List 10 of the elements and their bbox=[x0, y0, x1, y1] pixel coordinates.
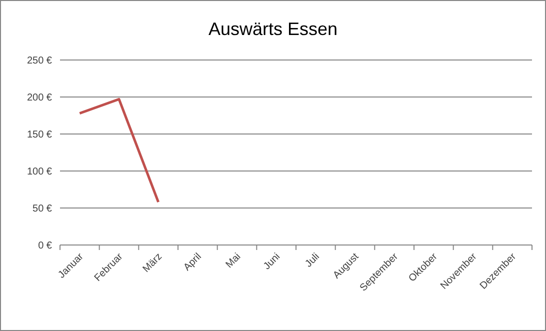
y-tick-label: 250 € bbox=[26, 56, 52, 66]
x-tick-label: Juni bbox=[262, 251, 282, 272]
x-tick-label: Mai bbox=[224, 251, 244, 271]
chart-title: Auswärts Essen bbox=[208, 19, 338, 39]
x-tick-label: Juli bbox=[303, 251, 322, 270]
y-tick-label: 0 € bbox=[38, 240, 52, 252]
y-tick-label: 200 € bbox=[26, 92, 52, 104]
y-tick-label: 50 € bbox=[32, 204, 52, 214]
y-tick-label: 100 € bbox=[26, 166, 52, 178]
y-tick-label: 150 € bbox=[26, 130, 52, 140]
